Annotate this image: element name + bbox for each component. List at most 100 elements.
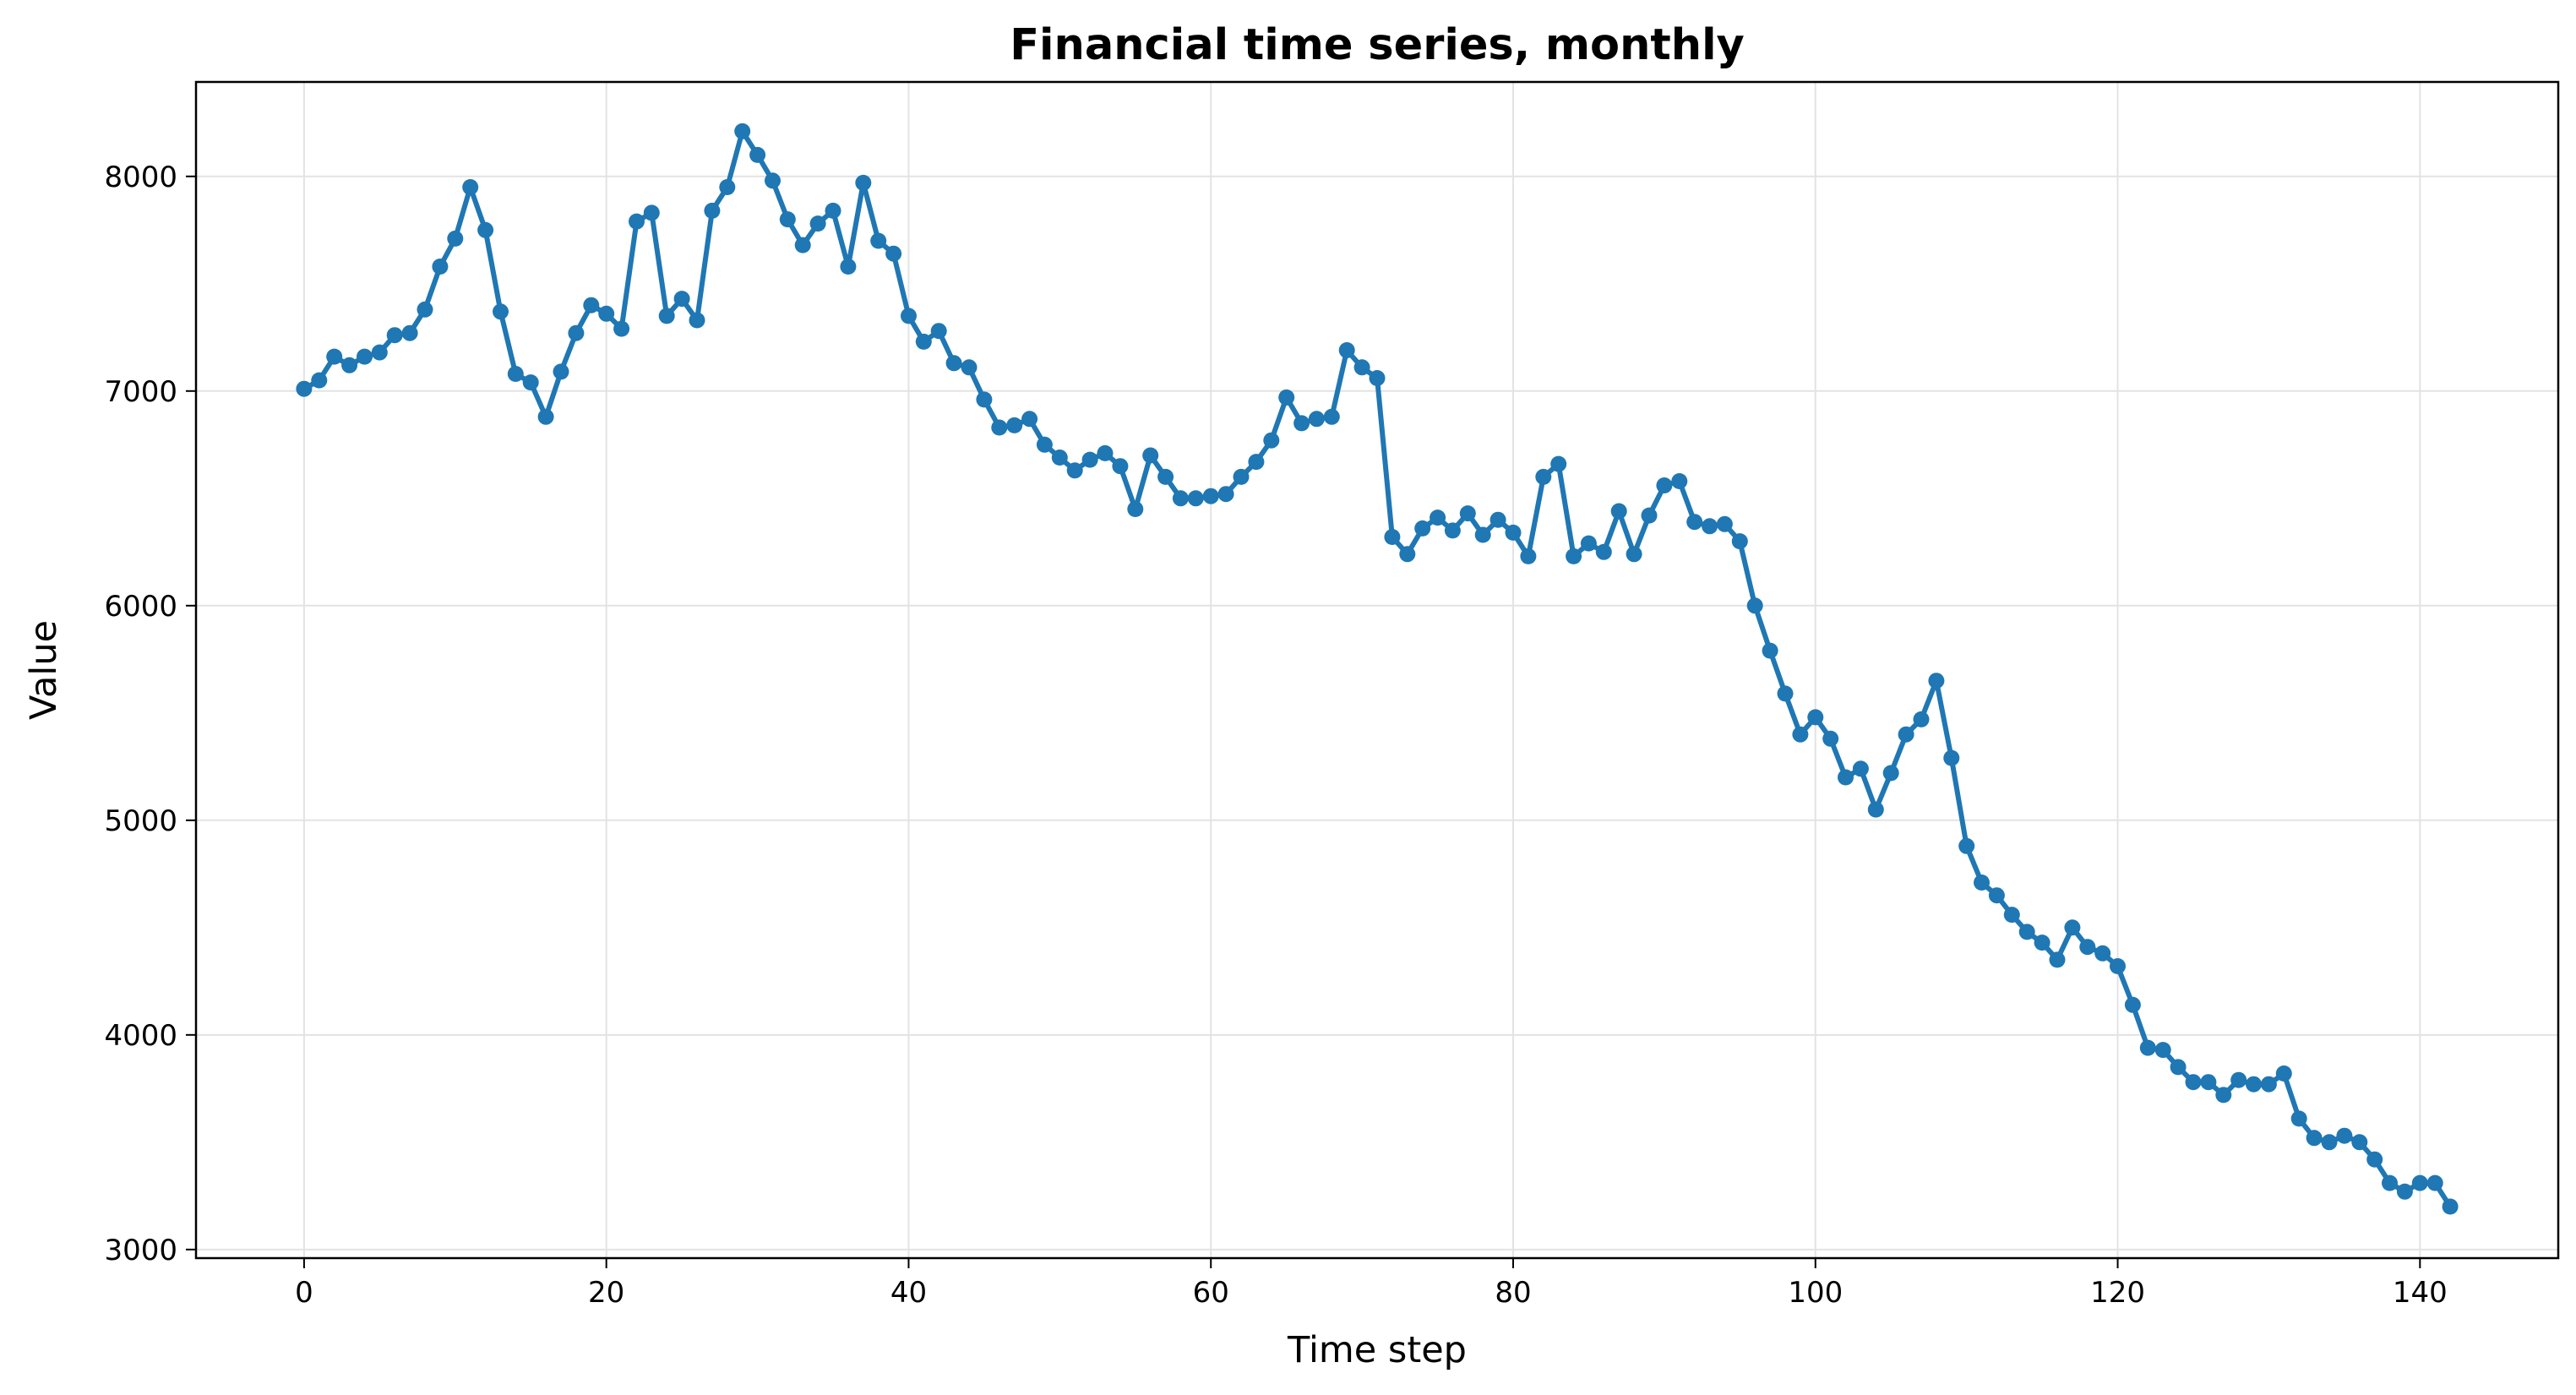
data-point	[1838, 769, 1854, 786]
data-point	[1566, 548, 1582, 564]
data-point	[1762, 642, 1778, 659]
data-point	[2366, 1151, 2383, 1168]
data-point	[1490, 511, 1506, 528]
data-point	[658, 308, 675, 324]
data-point	[1142, 447, 1159, 464]
data-point	[1127, 501, 1144, 517]
data-point	[673, 291, 690, 308]
data-point	[2064, 919, 2081, 936]
data-point	[2275, 1065, 2292, 1082]
series-layer	[296, 123, 2459, 1215]
data-point	[1278, 389, 1295, 406]
data-point	[2200, 1074, 2217, 1091]
data-point	[2154, 1042, 2171, 1059]
data-point	[1686, 514, 1703, 531]
data-point	[537, 408, 554, 425]
y-tick-label: 6000	[104, 590, 177, 624]
y-tick-label: 5000	[104, 804, 177, 838]
y-tick-label: 8000	[104, 161, 177, 194]
data-point	[1550, 455, 1567, 472]
data-point	[976, 391, 993, 408]
data-point	[794, 237, 811, 253]
data-point	[1263, 432, 1280, 449]
data-point	[1822, 730, 1839, 747]
data-point	[417, 301, 433, 318]
data-point	[1097, 444, 1114, 461]
data-point	[734, 123, 751, 139]
data-point	[401, 324, 418, 341]
data-point	[2246, 1076, 2262, 1093]
data-point	[477, 221, 494, 238]
data-point	[629, 213, 645, 230]
plot-frame	[194, 80, 2560, 1260]
data-point	[2382, 1174, 2398, 1191]
data-point	[870, 232, 887, 249]
data-point	[2110, 958, 2126, 974]
y-tick-label: 4000	[104, 1019, 177, 1053]
data-point	[840, 259, 857, 275]
data-point	[493, 303, 509, 320]
axis-ticks: 0 20 40 60 80 100 120 140 3000 4000 5000 6000 7000 80…	[104, 161, 2447, 1310]
data-point	[1913, 711, 1930, 727]
data-point	[704, 202, 721, 219]
data-point	[1414, 520, 1431, 537]
data-point	[1384, 529, 1401, 545]
y-axis-label: Value	[23, 620, 65, 720]
y-tick-label: 3000	[104, 1234, 177, 1267]
x-tick-label: 40	[890, 1276, 927, 1310]
data-point	[1746, 597, 1763, 614]
data-point	[1066, 462, 1083, 479]
data-point	[1626, 546, 1642, 563]
data-point	[2396, 1183, 2413, 1200]
data-point	[2003, 907, 2020, 924]
data-point	[1974, 875, 1990, 891]
data-point	[1505, 524, 1522, 541]
data-point	[2185, 1074, 2202, 1091]
data-point	[2139, 1039, 2156, 1056]
data-point	[885, 245, 902, 262]
data-point	[1898, 726, 1914, 743]
x-tick-label: 100	[1788, 1276, 1843, 1310]
data-point	[1580, 535, 1597, 552]
data-point	[2094, 945, 2111, 962]
data-point	[1943, 749, 1960, 766]
data-point	[1807, 709, 1824, 726]
data-point	[2336, 1127, 2353, 1144]
data-point	[961, 359, 978, 376]
data-point	[1187, 490, 1204, 507]
data-point	[1157, 468, 1174, 485]
data-point	[1248, 454, 1265, 471]
data-point	[1459, 505, 1476, 522]
data-point	[553, 363, 569, 380]
data-point	[1958, 837, 1975, 854]
data-point	[1535, 468, 1552, 485]
data-point	[1777, 685, 1794, 702]
data-point	[2124, 996, 2141, 1013]
data-point	[930, 323, 947, 340]
data-point	[1928, 673, 1945, 689]
x-axis-label: Time step	[1287, 1329, 1467, 1371]
data-point	[598, 305, 615, 322]
data-point	[1036, 436, 1053, 453]
data-point	[855, 174, 872, 191]
data-point	[1716, 515, 1733, 532]
data-point	[1988, 887, 2005, 904]
x-tick-label: 140	[2393, 1276, 2448, 1310]
data-point	[1610, 503, 1627, 520]
data-point	[1595, 543, 1612, 560]
data-point	[1081, 451, 1098, 468]
data-point	[2426, 1174, 2443, 1191]
data-point	[2049, 951, 2066, 968]
data-point	[2411, 1174, 2428, 1191]
data-point	[825, 202, 841, 219]
data-point	[1852, 760, 1869, 777]
data-point	[432, 259, 449, 275]
data-point	[689, 312, 705, 329]
x-tick-label: 80	[1495, 1276, 1531, 1310]
data-point	[357, 348, 373, 365]
data-point	[2034, 935, 2050, 951]
data-point	[1882, 765, 1899, 782]
x-tick-label: 60	[1193, 1276, 1229, 1310]
data-point	[2442, 1198, 2459, 1215]
data-point	[613, 320, 630, 337]
